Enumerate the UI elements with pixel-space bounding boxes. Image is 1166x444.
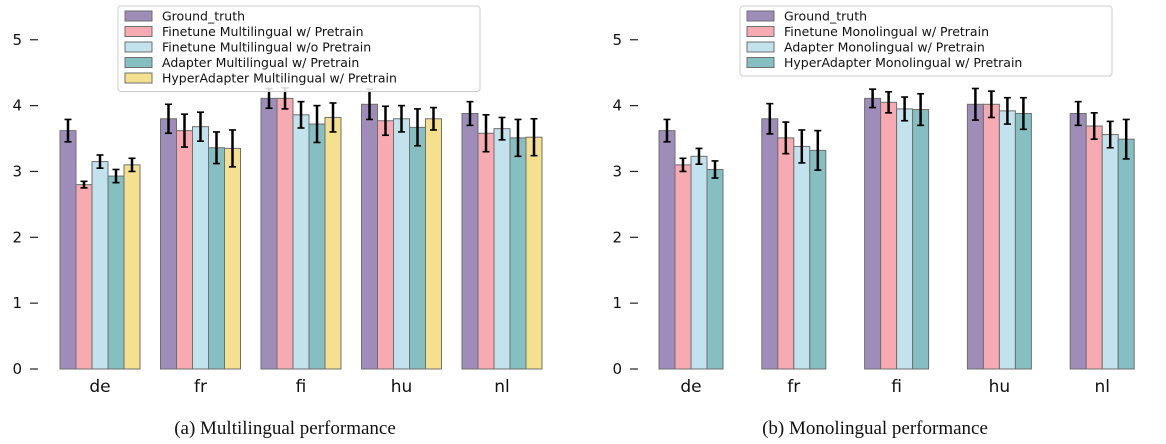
bar-fr-4 [224,147,241,370]
legend-entry: Finetune Multilingual w/o Pretrain [162,40,371,55]
bar-nl-1 [477,132,495,370]
x-tick-label-de: de [89,377,110,397]
bar-de-4 [123,164,141,370]
bar-nl-1 [1085,125,1103,370]
bar-de-0 [658,130,676,370]
bar-fr-3 [208,147,225,370]
legend-swatch [746,10,775,22]
legend-swatch [124,41,153,53]
bar-de-1 [75,184,93,370]
y-tick-label: 2 [612,228,622,246]
bar-fr-2 [192,126,209,370]
bar-de-2 [690,155,708,370]
bar-de-1 [674,164,692,370]
legend-swatch [124,72,153,84]
y-tick-label: 4 [12,97,22,115]
x-tick-label-nl: nl [494,377,510,397]
bar-de-0 [59,130,77,370]
bar-fr-0 [761,118,779,370]
bar-hu-1 [982,103,1000,370]
legend-box [739,5,1113,77]
bar-nl-0 [461,113,479,370]
bar-nl-2 [493,128,511,370]
y-tick-label: 1 [12,294,22,312]
x-tick-label-fi: fi [296,377,307,397]
bar-fi-3 [912,109,930,370]
x-tick-label-nl: nl [1094,377,1110,397]
bar-nl-2 [1101,134,1119,370]
legend-swatch [746,41,775,53]
y-tick-label: 3 [612,162,622,180]
legend-entry: Adapter Monolingual w/ Pretrain [784,40,985,55]
bar-fi-2 [896,108,914,370]
bar-nl-4 [525,136,543,370]
bar-fi-1 [880,101,898,370]
bar-fr-1 [176,130,193,370]
legend-swatch [746,26,775,37]
bar-hu-2 [998,110,1016,370]
bar-hu-4 [425,118,442,370]
bar-fi-0 [260,97,278,370]
legend-entry: Finetune Monolingual w/ Pretrain [784,24,989,39]
legend-entry: Finetune Multilingual w/ Pretrain [162,24,364,39]
bar-fr-2 [793,145,811,370]
legend-swatch [124,57,153,68]
bar-hu-0 [966,103,984,370]
bar-de-3 [706,168,724,370]
bar-fr-1 [777,137,795,370]
bar-nl-0 [1069,113,1087,370]
x-tick-label-hu: hu [391,377,413,397]
bar-hu-1 [377,120,394,370]
bar-fi-1 [276,97,294,370]
bar-fi-2 [292,114,310,370]
y-tick-label: 0 [12,360,22,378]
bar-de-2 [91,161,109,370]
bar-hu-0 [361,103,378,370]
bar-hu-3 [1014,113,1032,370]
y-tick-label: 4 [612,97,622,115]
bar-fr-0 [160,118,177,370]
x-tick-label-fr: fr [787,377,800,397]
legend-entry: HyperAdapter Multilingual w/ Pretrain [162,71,397,86]
legend-swatch [124,26,153,37]
y-tick-label: 2 [12,228,22,246]
bar-nl-3 [509,137,527,370]
legend-entry: HyperAdapter Monolingual w/ Pretrain [784,55,1022,70]
bar-hu-3 [409,126,426,370]
y-tick-label: 3 [12,162,22,180]
legend-entry: Ground_truth [162,9,245,24]
bar-fi-3 [308,123,326,370]
bar-fi-4 [324,116,342,370]
legend-swatch [746,57,775,68]
legend-swatch [124,10,153,22]
bar-de-3 [107,175,125,370]
monolingual-chart-caption: (b) Monolingual performance [762,418,988,439]
x-tick-label-de: de [680,377,701,397]
y-tick-label: 1 [612,294,622,312]
y-tick-label: 5 [12,31,22,49]
x-tick-label-fr: fr [194,377,207,397]
x-tick-label-hu: hu [989,377,1011,397]
legend-box [117,5,481,92]
y-tick-label: 5 [612,31,622,49]
legend-entry: Ground_truth [784,9,867,24]
bar-hu-2 [393,118,410,370]
multilingual-chart-caption: (a) Multilingual performance [174,418,396,439]
y-tick-label: 0 [612,360,622,378]
bar-nl-3 [1117,138,1135,370]
bar-fr-3 [809,149,827,370]
x-tick-label-fi: fi [891,377,902,397]
bar-fi-0 [864,97,882,370]
legend-entry: Adapter Multilingual w/ Pretrain [162,55,359,70]
